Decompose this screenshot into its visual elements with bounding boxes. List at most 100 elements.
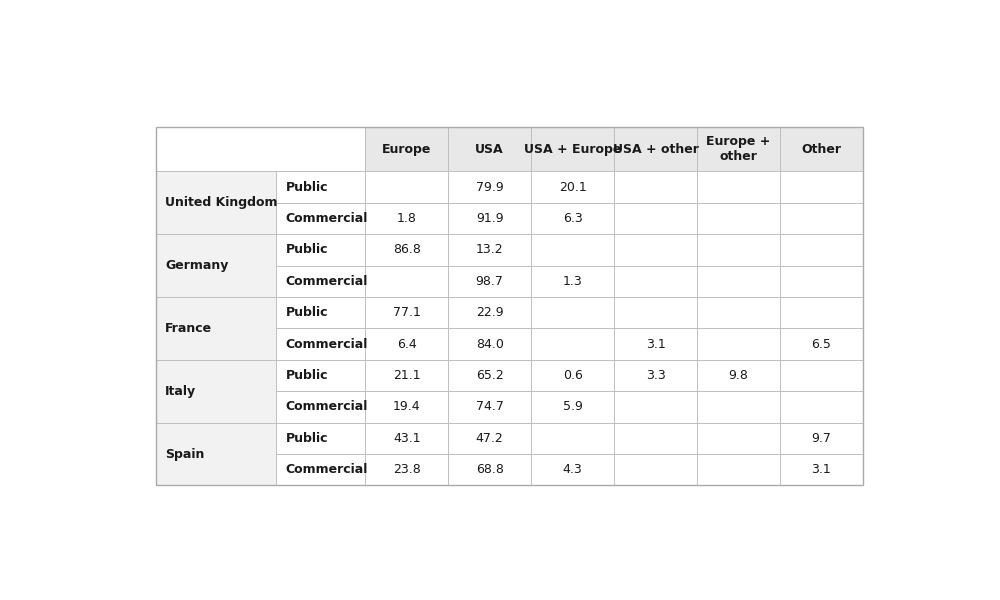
Bar bbox=[697, 328, 780, 360]
Bar bbox=[531, 127, 614, 172]
Bar bbox=[448, 127, 531, 172]
Bar bbox=[531, 297, 614, 328]
Bar bbox=[614, 328, 697, 360]
Bar bbox=[156, 297, 276, 360]
Text: 1.8: 1.8 bbox=[397, 212, 417, 225]
Bar bbox=[276, 360, 365, 391]
Text: 19.4: 19.4 bbox=[393, 400, 421, 413]
Text: Public: Public bbox=[285, 432, 328, 445]
Bar bbox=[365, 297, 448, 328]
Bar bbox=[276, 203, 365, 234]
Text: 20.1: 20.1 bbox=[559, 181, 586, 194]
Bar bbox=[614, 203, 697, 234]
Text: 21.1: 21.1 bbox=[393, 369, 421, 382]
Bar bbox=[276, 234, 365, 266]
Bar bbox=[531, 172, 614, 203]
Bar bbox=[780, 328, 863, 360]
Text: Italy: Italy bbox=[165, 385, 196, 398]
Bar bbox=[365, 266, 448, 297]
Bar bbox=[531, 203, 614, 234]
Bar bbox=[697, 297, 780, 328]
Text: 47.2: 47.2 bbox=[476, 432, 504, 445]
Text: France: France bbox=[165, 322, 212, 335]
Bar bbox=[156, 234, 276, 297]
Bar bbox=[780, 203, 863, 234]
Text: United Kingdom: United Kingdom bbox=[165, 196, 278, 209]
Bar bbox=[614, 422, 697, 454]
Text: Public: Public bbox=[285, 306, 328, 319]
Text: Public: Public bbox=[285, 244, 328, 256]
Text: Commercial: Commercial bbox=[285, 212, 368, 225]
Bar bbox=[276, 297, 365, 328]
Bar bbox=[697, 127, 780, 172]
Bar bbox=[697, 266, 780, 297]
Text: 5.9: 5.9 bbox=[563, 400, 582, 413]
Bar bbox=[276, 172, 365, 203]
Bar bbox=[365, 172, 448, 203]
Bar bbox=[697, 391, 780, 422]
Bar bbox=[276, 328, 365, 360]
Text: Germany: Germany bbox=[165, 259, 229, 272]
Bar bbox=[697, 172, 780, 203]
Bar bbox=[697, 234, 780, 266]
Bar bbox=[531, 360, 614, 391]
Text: USA + other: USA + other bbox=[613, 143, 698, 156]
Bar bbox=[276, 422, 365, 454]
Bar bbox=[614, 391, 697, 422]
Bar bbox=[448, 172, 531, 203]
Bar bbox=[780, 360, 863, 391]
Bar bbox=[780, 234, 863, 266]
Bar bbox=[156, 127, 365, 172]
Text: Other: Other bbox=[801, 143, 841, 156]
Bar bbox=[448, 454, 531, 485]
Bar bbox=[448, 328, 531, 360]
Bar bbox=[697, 203, 780, 234]
Bar bbox=[365, 203, 448, 234]
Bar bbox=[365, 127, 448, 172]
Text: 65.2: 65.2 bbox=[476, 369, 504, 382]
Text: Commercial: Commercial bbox=[285, 400, 368, 413]
Text: 6.5: 6.5 bbox=[811, 338, 831, 350]
Bar bbox=[780, 422, 863, 454]
Bar bbox=[156, 360, 276, 422]
Bar bbox=[365, 328, 448, 360]
Text: 79.9: 79.9 bbox=[476, 181, 504, 194]
Text: Europe: Europe bbox=[382, 143, 431, 156]
Bar bbox=[780, 127, 863, 172]
Bar bbox=[614, 454, 697, 485]
Text: 3.1: 3.1 bbox=[646, 338, 665, 350]
Bar bbox=[531, 422, 614, 454]
Bar bbox=[697, 422, 780, 454]
Bar bbox=[531, 266, 614, 297]
Text: 77.1: 77.1 bbox=[393, 306, 421, 319]
Bar bbox=[780, 391, 863, 422]
Text: 23.8: 23.8 bbox=[393, 463, 421, 476]
Text: USA: USA bbox=[475, 143, 504, 156]
Bar bbox=[614, 127, 697, 172]
Bar bbox=[365, 391, 448, 422]
Bar bbox=[448, 203, 531, 234]
Bar bbox=[276, 454, 365, 485]
Bar bbox=[365, 454, 448, 485]
Bar bbox=[448, 234, 531, 266]
Bar bbox=[531, 234, 614, 266]
Text: 86.8: 86.8 bbox=[393, 244, 421, 256]
Text: Europe +
other: Europe + other bbox=[706, 136, 771, 163]
Bar bbox=[780, 172, 863, 203]
Bar bbox=[365, 422, 448, 454]
Text: 68.8: 68.8 bbox=[476, 463, 504, 476]
Bar bbox=[614, 234, 697, 266]
Text: 98.7: 98.7 bbox=[476, 275, 504, 288]
Bar bbox=[156, 127, 863, 485]
Bar bbox=[531, 454, 614, 485]
Bar bbox=[448, 360, 531, 391]
Text: 3.1: 3.1 bbox=[811, 463, 831, 476]
Text: Public: Public bbox=[285, 369, 328, 382]
Bar bbox=[780, 297, 863, 328]
Bar bbox=[448, 422, 531, 454]
Bar bbox=[531, 328, 614, 360]
Bar bbox=[276, 391, 365, 422]
Text: Commercial: Commercial bbox=[285, 338, 368, 350]
Text: 84.0: 84.0 bbox=[476, 338, 504, 350]
Text: 9.8: 9.8 bbox=[728, 369, 748, 382]
